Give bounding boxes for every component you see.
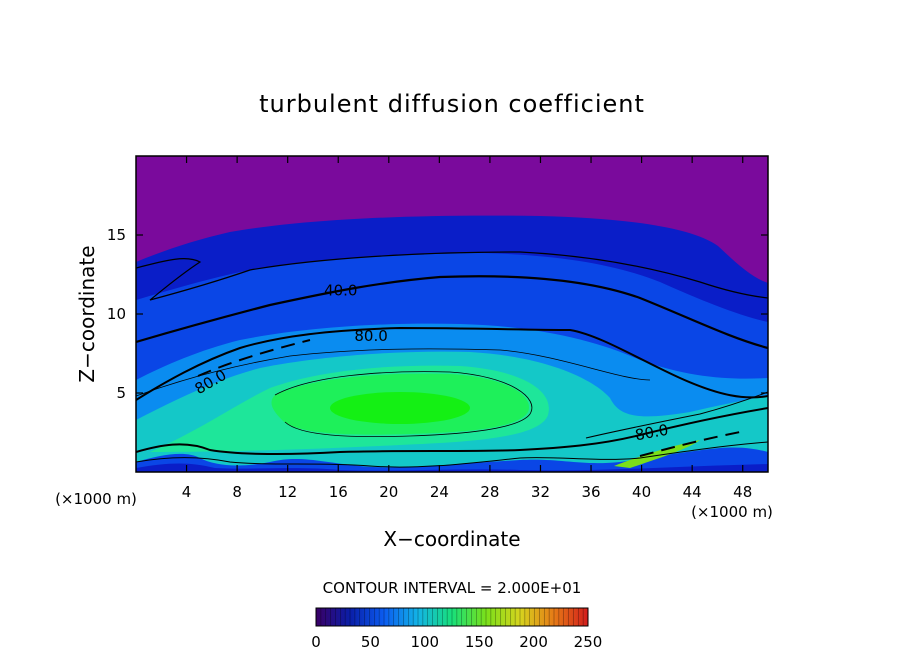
colorbar-frame bbox=[315, 607, 589, 627]
x-tick-label: 36 bbox=[581, 483, 600, 501]
colorbar-tick-label: 50 bbox=[361, 633, 380, 651]
field-core-bright-green bbox=[330, 392, 470, 424]
contour-field: 40.080.080.080.0 bbox=[136, 156, 768, 472]
colorbar-tick-label: 100 bbox=[410, 633, 439, 651]
x-tick-label: 48 bbox=[733, 483, 752, 501]
colorbar-stripes bbox=[320, 608, 584, 626]
field-streak-green bbox=[614, 440, 700, 468]
field-surface-deep-blue bbox=[136, 463, 768, 472]
contour-interval-text: CONTOUR INTERVAL = 2.000E+01 bbox=[323, 579, 582, 597]
contour-line-80-inner bbox=[136, 348, 651, 397]
x-unit-left: (×1000 m) bbox=[55, 490, 137, 508]
x-tick-label: 44 bbox=[683, 483, 702, 501]
contour-line-upper bbox=[136, 251, 768, 301]
x-tick-label: 20 bbox=[379, 483, 398, 501]
x-tick-label: 24 bbox=[430, 483, 449, 501]
contour-label: 40.0 bbox=[324, 281, 357, 299]
colorbar-tick-label: 250 bbox=[574, 633, 603, 651]
colorbar-tick-label: 0 bbox=[311, 633, 321, 651]
x-tick-label: 32 bbox=[531, 483, 550, 501]
x-tick-label: 4 bbox=[182, 483, 192, 501]
x-axis-label: X−coordinate bbox=[383, 527, 520, 551]
x-tick-label: 16 bbox=[329, 483, 348, 501]
field-surface-blue bbox=[136, 447, 768, 472]
contour-line-surface bbox=[136, 441, 768, 468]
contour-line-green-core bbox=[274, 371, 533, 438]
contour-label: 80.0 bbox=[634, 421, 670, 445]
y-tick-label: 15 bbox=[107, 226, 126, 244]
y-tick-label: 10 bbox=[107, 305, 126, 323]
contour-line-dash-right bbox=[639, 431, 741, 457]
x-tick-label: 8 bbox=[232, 483, 242, 501]
chart-title: turbulent diffusion coefficient bbox=[259, 90, 645, 118]
y-axis-ticks: 5 10 15 bbox=[107, 226, 768, 402]
x-tick-label: 28 bbox=[480, 483, 499, 501]
contour-line-40 bbox=[136, 275, 768, 350]
colorbar-tick-label: 150 bbox=[465, 633, 494, 651]
x-tick-label: 40 bbox=[632, 483, 651, 501]
x-axis-ticks: 4 8 12 16 20 24 28 32 36 40 44 48 bbox=[182, 156, 752, 501]
contour-line-dash-left bbox=[197, 339, 311, 377]
x-tick-label: 12 bbox=[278, 483, 297, 501]
colorbar-gradient bbox=[316, 608, 588, 626]
contour-line-80-upper bbox=[136, 326, 768, 401]
contour-line-80-lower bbox=[136, 407, 768, 456]
contour-line-streak-right bbox=[585, 391, 768, 439]
colorbar: 0 50 100 150 200 250 bbox=[311, 607, 602, 651]
colorbar-tick-label: 200 bbox=[519, 633, 548, 651]
colorbar-tick-labels: 0 50 100 150 200 250 bbox=[311, 633, 602, 651]
x-unit-right: (×1000 m) bbox=[691, 503, 773, 521]
y-axis-label: Z−coordinate bbox=[75, 245, 99, 382]
contour-label: 80.0 bbox=[354, 327, 387, 345]
y-tick-label: 5 bbox=[116, 384, 126, 402]
